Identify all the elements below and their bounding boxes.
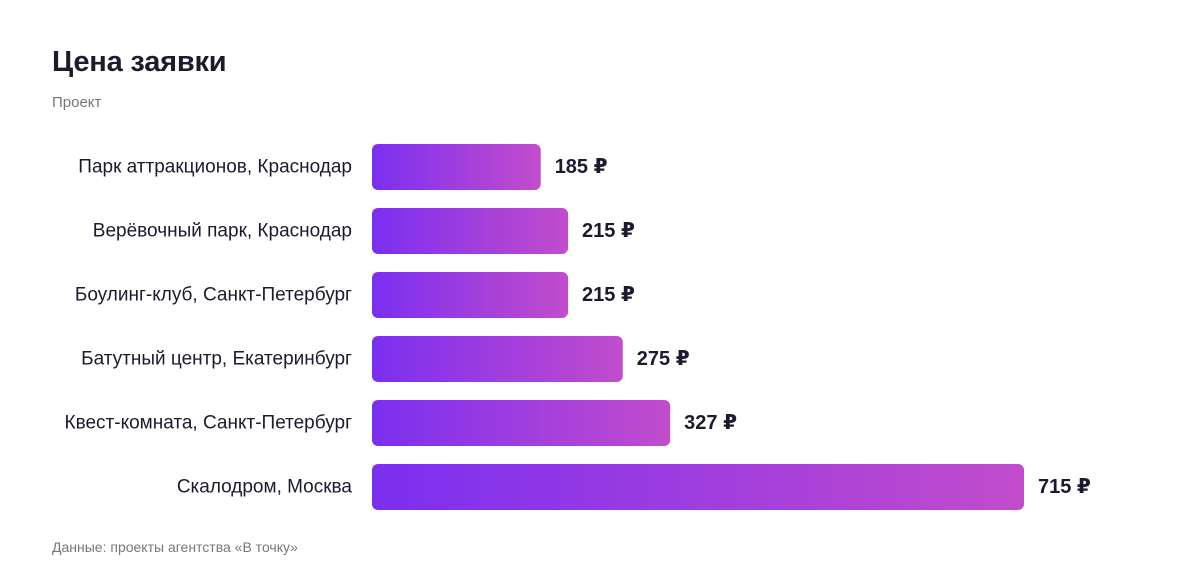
value-label: 215 ₽ [582,284,635,306]
chart-subtitle: Проект [52,94,102,111]
category-label: Парк аттракционов, Краснодар [78,157,352,178]
value-label: 215 ₽ [582,220,635,242]
category-label: Скалодром, Москва [177,477,353,498]
bar [372,144,541,190]
category-label: Верёвочный парк, Краснодар [93,221,352,242]
value-label: 185 ₽ [555,156,608,178]
bars-group: Парк аттракционов, Краснодар 185 ₽ Верёвоч… [65,144,1091,510]
bar [372,208,569,254]
source-note: Данные: проекты агентства «В точку» [52,539,298,555]
bar [372,400,671,446]
chart-title: Цена заявки [52,46,227,78]
category-label: Квест-комната, Санкт-Петербург [65,413,353,434]
category-label: Батутный центр, Екатеринбург [81,349,352,370]
bar [372,272,569,318]
category-label: Боулинг-клуб, Санкт-Петербург [75,285,352,306]
bar [372,336,623,382]
value-label: 715 ₽ [1038,476,1091,498]
bar [372,464,1024,510]
value-label: 275 ₽ [637,348,690,370]
value-label: 327 ₽ [684,412,737,434]
